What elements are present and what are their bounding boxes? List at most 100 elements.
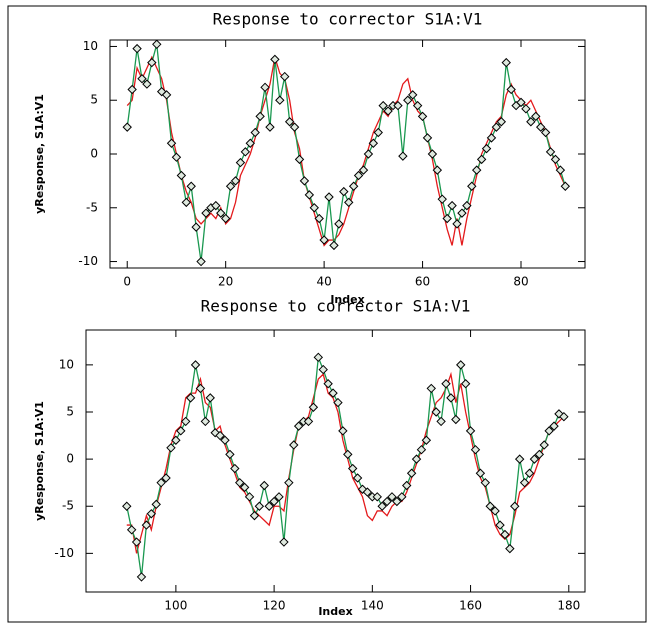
- data-point: [347, 463, 358, 474]
- data-point: [230, 176, 241, 186]
- data-point: [142, 79, 152, 89]
- data-point: [377, 501, 387, 511]
- y-tick-label: 0: [90, 147, 98, 161]
- data-point: [344, 197, 354, 208]
- data-point: [526, 117, 536, 127]
- data-point: [348, 181, 359, 191]
- data-point: [500, 529, 510, 540]
- data-point: [353, 170, 364, 181]
- data-point: [254, 501, 265, 511]
- data-point: [383, 106, 393, 116]
- data-point: [495, 520, 505, 530]
- data-point: [490, 506, 500, 516]
- y-axis-label: yResponse, S1A:V1: [33, 401, 46, 521]
- y-tick-label: 5: [90, 93, 98, 107]
- data-point: [225, 181, 236, 191]
- data-point: [141, 520, 152, 530]
- data-point: [531, 111, 541, 122]
- data-point: [289, 440, 299, 450]
- data-point: [545, 147, 556, 157]
- data-point: [136, 572, 147, 582]
- data-point: [324, 192, 334, 202]
- data-point: [308, 402, 319, 412]
- data-point: [176, 426, 186, 436]
- data-point: [230, 463, 240, 474]
- y-tick-label: -10: [54, 546, 74, 560]
- data-point: [309, 203, 319, 213]
- data-point: [328, 388, 338, 398]
- data-point: [131, 537, 142, 547]
- data-point: [412, 100, 423, 111]
- data-point: [550, 154, 561, 165]
- y-tick-label: 10: [59, 357, 74, 371]
- data-point: [521, 104, 531, 114]
- data-point: [274, 492, 284, 502]
- data-point: [447, 200, 457, 211]
- data-point: [137, 74, 147, 84]
- data-point: [465, 426, 476, 436]
- x-tick-label: 80: [513, 275, 528, 289]
- data-point: [161, 90, 172, 100]
- data-point: [505, 543, 515, 554]
- data-point: [260, 82, 270, 93]
- data-point: [216, 208, 226, 218]
- data-point: [269, 496, 279, 507]
- data-point: [470, 444, 481, 455]
- data-point: [161, 473, 171, 483]
- data-point: [152, 39, 162, 50]
- data-point: [289, 122, 300, 132]
- data-point: [372, 492, 382, 502]
- data-point: [460, 379, 471, 389]
- data-point: [441, 379, 451, 389]
- y-tick-label: -10: [78, 254, 98, 268]
- x-axis-label: Index: [318, 605, 352, 618]
- x-tick-label: 180: [557, 599, 580, 613]
- data-point: [293, 421, 304, 431]
- data-point: [491, 122, 502, 132]
- data-point: [426, 383, 436, 394]
- data-point: [514, 454, 525, 464]
- data-point: [196, 256, 206, 267]
- data-point: [452, 219, 462, 229]
- data-point: [264, 501, 274, 511]
- data-point: [539, 440, 549, 450]
- data-point: [510, 501, 520, 511]
- data-point: [314, 213, 324, 224]
- data-point: [480, 477, 491, 488]
- data-line: [126, 357, 565, 578]
- data-point: [362, 487, 373, 497]
- data-point: [368, 138, 379, 148]
- data-point: [559, 411, 569, 422]
- data-point: [201, 208, 211, 218]
- data-point: [397, 492, 407, 502]
- data-point: [544, 426, 554, 436]
- y-tick-label: 5: [66, 404, 74, 418]
- data-point: [431, 407, 441, 417]
- data-point: [363, 149, 374, 159]
- data-point: [127, 84, 137, 95]
- data-point: [451, 414, 461, 425]
- frame: [7, 5, 647, 623]
- data-point: [318, 364, 328, 375]
- data-point: [378, 100, 388, 111]
- x-tick-label: 100: [164, 599, 187, 613]
- data-point: [534, 449, 545, 460]
- data-point: [284, 477, 294, 488]
- data-point: [421, 435, 432, 445]
- data-point: [506, 84, 516, 95]
- data-point: [529, 454, 540, 464]
- data-point: [408, 90, 418, 100]
- x-axis-label: Index: [330, 293, 364, 306]
- data-point: [382, 496, 392, 507]
- x-tick-label: 60: [415, 275, 430, 289]
- data-point: [122, 501, 132, 511]
- data-point: [200, 416, 211, 427]
- data-point: [156, 477, 166, 488]
- data-point: [151, 499, 161, 510]
- data-point: [313, 352, 324, 363]
- data-point: [446, 393, 456, 403]
- data-point: [338, 426, 348, 436]
- data-point: [472, 165, 482, 175]
- data-point: [427, 149, 438, 159]
